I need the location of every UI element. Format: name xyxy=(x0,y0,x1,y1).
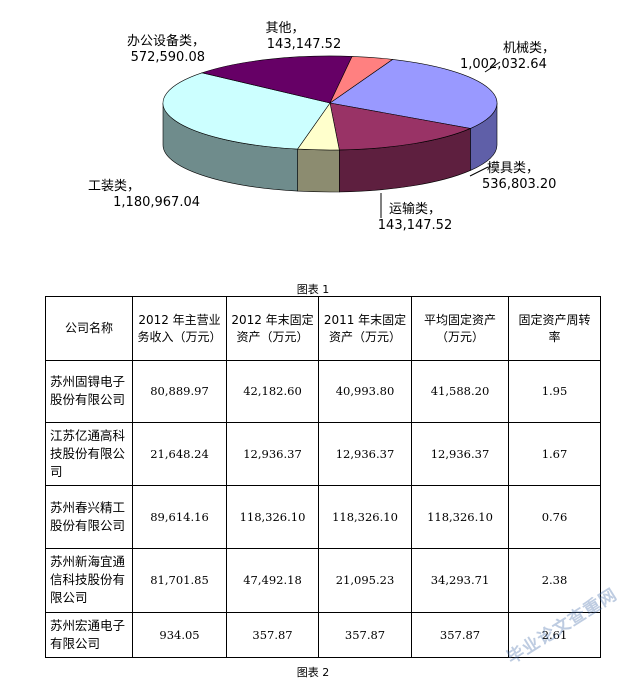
cell-company: 苏州宏通电子有限公司 xyxy=(45,611,133,659)
cell-assets-2011: 357.87 xyxy=(318,611,412,659)
pie-label-transport: 运输类， xyxy=(389,201,441,217)
cell-company: 苏州新海宜通信科技股份有限公司 xyxy=(45,547,133,613)
pie-slice-office-equipment xyxy=(200,55,353,104)
pie-label-other: 其他， xyxy=(265,21,304,36)
header-average-fixed-assets: 平均固定资产（万元） xyxy=(411,296,509,361)
table-row: 苏州宏通电子有限公司 934.05 357.87 357.87 357.87 2… xyxy=(45,611,601,659)
cell-revenue: 21,648.24 xyxy=(132,421,227,486)
pie-slice-other xyxy=(329,56,394,104)
leader-line-molds xyxy=(469,166,489,177)
cell-average-assets: 34,293.71 xyxy=(411,547,509,613)
cell-assets-2012: 118,326.10 xyxy=(226,484,319,549)
cell-turnover: 2.38 xyxy=(508,547,601,613)
pie-chart-svg: 机械类，1,002,032.64模具类，536,803.20运输类，143,14… xyxy=(88,21,556,233)
cell-average-assets: 357.87 xyxy=(411,611,509,659)
cell-revenue: 89,614.16 xyxy=(132,484,227,549)
cell-assets-2011: 118,326.10 xyxy=(318,484,412,549)
pie-label-machinery: 机械类， xyxy=(503,41,555,56)
header-company: 公司名称 xyxy=(45,296,133,361)
table-row: 江苏亿通高科技股份有限公司 21,648.24 12,936.37 12,936… xyxy=(45,421,601,486)
cell-assets-2012: 357.87 xyxy=(226,611,319,659)
pie-side-transport xyxy=(297,148,340,193)
table-row: 苏州新海宜通信科技股份有限公司 81,701.85 47,492.18 21,0… xyxy=(45,547,601,613)
cell-average-assets: 41,588.20 xyxy=(411,360,509,423)
pie-slice-molds xyxy=(329,102,472,151)
cell-company: 苏州春兴精工股份有限公司 xyxy=(45,484,133,549)
figure-1-caption: 图表 1 xyxy=(296,283,330,296)
cell-revenue: 934.05 xyxy=(132,611,227,659)
header-fixed-assets-2012: 2012 年末固定资产（万元） xyxy=(226,296,319,361)
pie-value-machinery: 1,002,032.64 xyxy=(460,57,547,72)
cell-turnover: 1.67 xyxy=(508,421,601,486)
cell-assets-2011: 12,936.37 xyxy=(318,421,412,486)
pie-slice-tooling xyxy=(162,72,331,150)
pie-slice-machinery xyxy=(329,59,498,129)
cell-assets-2012: 12,936.37 xyxy=(226,421,319,486)
cell-revenue: 81,701.85 xyxy=(132,547,227,613)
cell-assets-2011: 21,095.23 xyxy=(318,547,412,613)
pie-value-tooling: 1,180,967.04 xyxy=(113,195,200,210)
cell-average-assets: 12,936.37 xyxy=(411,421,509,486)
header-revenue-2012: 2012 年主营业务收入（万元） xyxy=(132,296,227,361)
cell-average-assets: 118,326.10 xyxy=(411,484,509,549)
table-row: 苏州固锝电子股份有限公司 80,889.97 42,182.60 40,993.… xyxy=(45,360,601,423)
pie-value-office-equipment: 572,590.08 xyxy=(131,50,205,65)
turnover-table: 公司名称 2012 年主营业务收入（万元） 2012 年末固定资产（万元） 20… xyxy=(45,296,601,659)
cell-company: 苏州固锝电子股份有限公司 xyxy=(45,360,133,423)
cell-assets-2012: 42,182.60 xyxy=(226,360,319,423)
pie-label-office-equipment: 办公设备类， xyxy=(127,33,205,49)
cell-turnover: 2.61 xyxy=(508,611,601,659)
pie-label-molds: 模具类， xyxy=(487,161,539,176)
cell-assets-2012: 47,492.18 xyxy=(226,547,319,613)
cell-turnover: 0.76 xyxy=(508,484,601,549)
leader-line-machinery xyxy=(484,61,501,73)
pie-chart: 机械类， 1,002,032.64 模具类， 536,803.20 运输类， 143,14… xyxy=(0,0,626,270)
cell-revenue: 80,889.97 xyxy=(132,360,227,423)
pie-label-tooling: 工装类， xyxy=(88,179,140,194)
pie-value-transport: 143,147.52 xyxy=(378,218,452,233)
cell-assets-2011: 40,993.80 xyxy=(318,360,412,423)
cell-turnover: 1.95 xyxy=(508,360,601,423)
cell-company: 江苏亿通高科技股份有限公司 xyxy=(45,421,133,486)
table-header-row: 公司名称 2012 年主营业务收入（万元） 2012 年末固定资产（万元） 20… xyxy=(45,296,601,361)
figure-2-caption: 图表 2 xyxy=(296,666,330,679)
table-row: 苏州春兴精工股份有限公司 89,614.16 118,326.10 118,32… xyxy=(45,484,601,549)
pie-value-molds: 536,803.20 xyxy=(482,177,556,192)
header-turnover-ratio: 固定资产周转率 xyxy=(508,296,601,361)
pie-value-other: 143,147.52 xyxy=(267,37,341,52)
header-fixed-assets-2011: 2011 年末固定资产（万元） xyxy=(318,296,412,361)
